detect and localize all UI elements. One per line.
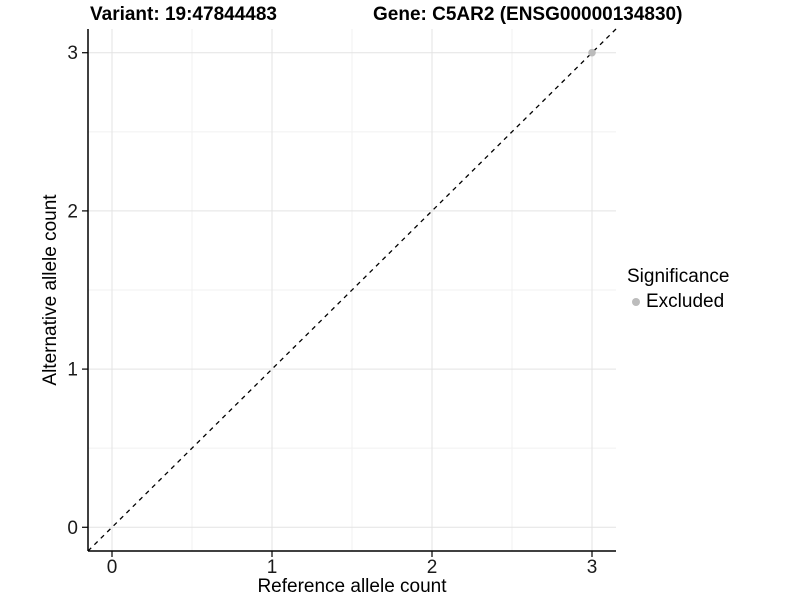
y-tick-label: 0 <box>67 518 78 539</box>
legend-item-excluded: Excluded <box>627 291 729 313</box>
x-tick-label: 0 <box>107 557 118 578</box>
x-tick-label: 2 <box>427 557 438 578</box>
identity-dashed-line <box>87 28 617 552</box>
x-tick-label: 1 <box>267 557 278 578</box>
plot-title-gene: Gene: C5AR2 (ENSG00000134830) <box>373 4 683 25</box>
data-point-excluded <box>588 48 596 57</box>
y-tick-label: 3 <box>67 43 78 64</box>
legend-item-label: Excluded <box>646 291 725 312</box>
legend-key-dot-icon <box>632 298 640 306</box>
legend-title: Significance <box>627 266 730 287</box>
legend: Significance Excluded <box>627 266 729 313</box>
x-axis-title: Reference allele count <box>257 576 447 597</box>
y-tick-label: 2 <box>67 201 78 222</box>
x-tick-label: 3 <box>587 557 598 578</box>
y-tick-label: 1 <box>67 360 78 381</box>
plot-title-variant: Variant: 19:47844483 <box>90 4 277 25</box>
y-axis-title: Alternative allele count <box>40 194 61 386</box>
